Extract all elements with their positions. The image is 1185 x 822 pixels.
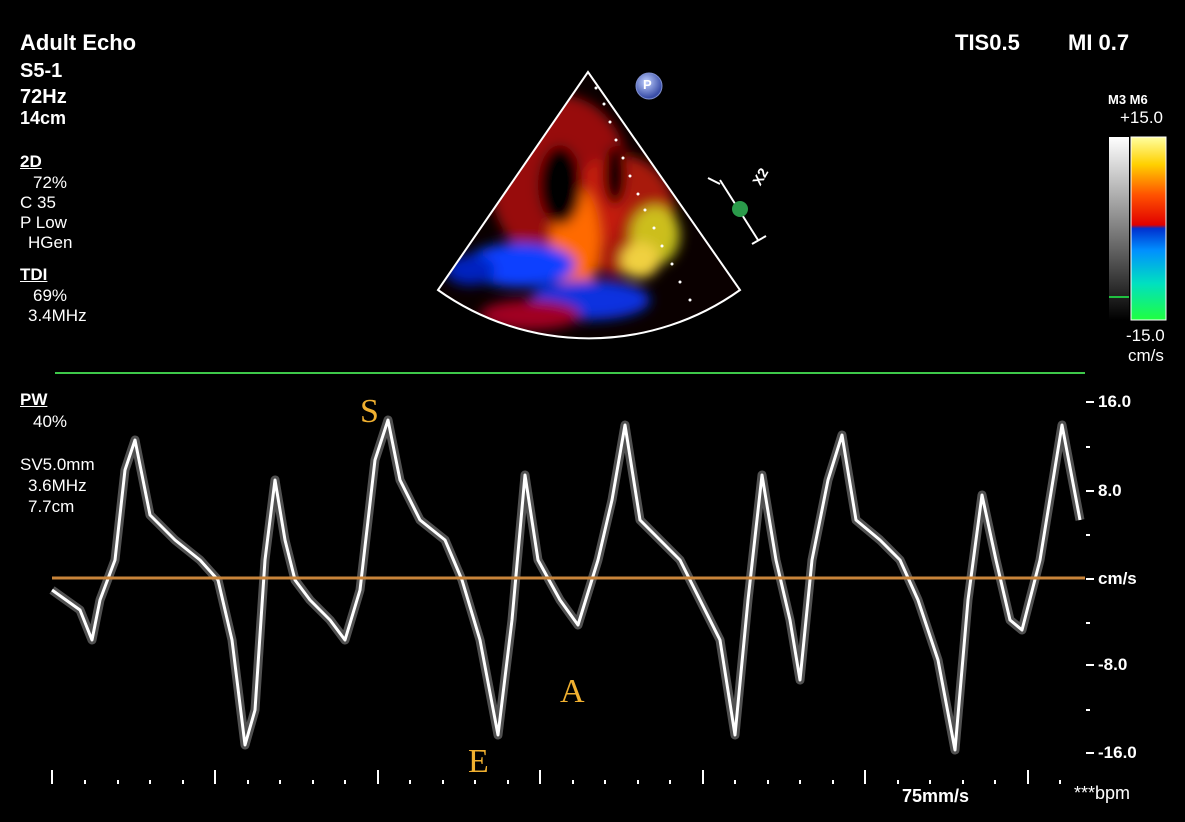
frequency-mode-value: HGen bbox=[28, 233, 73, 252]
mode-2d-label: 2D bbox=[20, 152, 42, 171]
doppler-spectrum bbox=[49, 415, 1085, 755]
color-scale-max: +15.0 bbox=[1120, 108, 1164, 127]
velocity-tick-8: 8.0 bbox=[1098, 481, 1122, 500]
probe-marker-label: P bbox=[643, 77, 652, 92]
mode-tdi-label: TDI bbox=[20, 265, 48, 284]
velocity-tick-16: 16.0 bbox=[1098, 392, 1132, 411]
velocity-scale-ticks bbox=[1086, 401, 1094, 754]
preset-label: Adult Echo bbox=[20, 30, 137, 55]
thermal-index-label: TIS0.5 bbox=[955, 30, 1020, 55]
a-wave-annotation: A bbox=[560, 673, 585, 710]
time-axis-ticks bbox=[51, 770, 1061, 784]
depth-label: 14cm bbox=[20, 108, 67, 128]
tdi-frequency-value: 3.4MHz bbox=[28, 306, 87, 325]
color-map-label: M3 M6 bbox=[1108, 92, 1148, 107]
pw-depth-value: 7.7cm bbox=[28, 497, 75, 516]
probe-label: S5-1 bbox=[20, 60, 63, 82]
color-scale-unit: cm/s bbox=[1128, 346, 1164, 365]
frame-rate-label: 72Hz bbox=[20, 86, 67, 108]
pw-frequency-value: 3.6MHz bbox=[28, 476, 87, 495]
compression-value: C 35 bbox=[20, 193, 56, 212]
velocity-tick-neg8: -8.0 bbox=[1098, 655, 1128, 674]
heart-rate-label: ***bpm bbox=[1074, 783, 1131, 803]
velocity-tick-neg16: -16.0 bbox=[1098, 743, 1137, 762]
power-value: P Low bbox=[20, 213, 67, 232]
mode-pw-label: PW bbox=[20, 390, 48, 409]
mechanical-index-label: MI 0.7 bbox=[1068, 30, 1130, 55]
e-wave-annotation: E bbox=[468, 743, 489, 780]
probe-orientation-marker bbox=[635, 72, 663, 100]
color-velocity-scale bbox=[1109, 136, 1167, 321]
s-wave-annotation: S bbox=[360, 393, 379, 430]
sample-volume-value: SV5.0mm bbox=[20, 455, 95, 474]
color-scale-min: -15.0 bbox=[1126, 326, 1165, 345]
sweep-speed-label: 75mm/s bbox=[902, 786, 970, 806]
gain-2d-value: 72% bbox=[33, 173, 68, 192]
velocity-unit-label: cm/s bbox=[1098, 569, 1137, 588]
pw-gain-value: 40% bbox=[33, 412, 68, 431]
gain-tdi-value: 69% bbox=[33, 286, 68, 305]
zoom-box-marker[interactable] bbox=[707, 177, 767, 245]
echo-sector-image bbox=[436, 70, 742, 340]
